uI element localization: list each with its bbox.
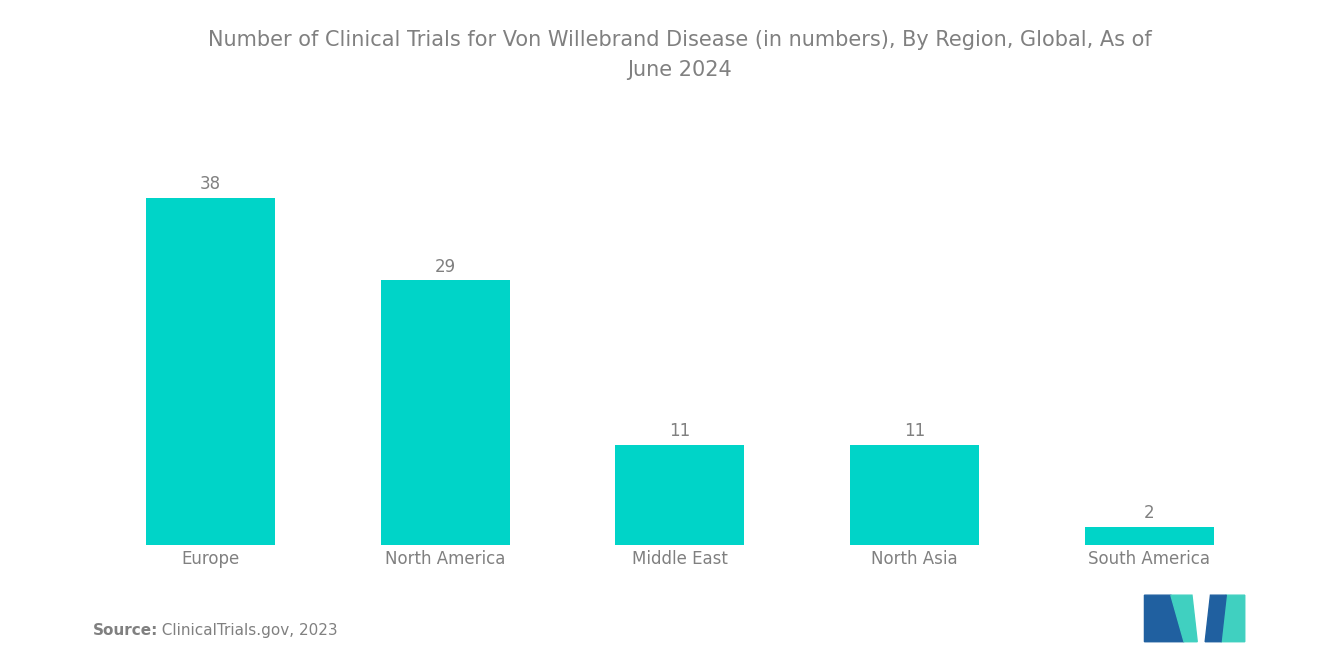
Text: ClinicalTrials.gov, 2023: ClinicalTrials.gov, 2023 [152, 623, 338, 638]
Polygon shape [1221, 595, 1245, 642]
Bar [615, 445, 744, 545]
Text: 29: 29 [434, 257, 455, 275]
Text: 11: 11 [669, 422, 690, 440]
Polygon shape [1171, 595, 1197, 642]
Polygon shape [1144, 595, 1184, 642]
Text: 2: 2 [1144, 505, 1155, 523]
Bar [380, 280, 510, 545]
Text: 11: 11 [904, 422, 925, 440]
Polygon shape [1205, 595, 1226, 642]
Bar [1085, 527, 1214, 545]
Bar [850, 445, 979, 545]
Title: Number of Clinical Trials for Von Willebrand Disease (in numbers), By Region, Gl: Number of Clinical Trials for Von Willeb… [209, 30, 1151, 80]
Text: 38: 38 [199, 176, 220, 194]
Bar [145, 198, 275, 545]
Text: Source:: Source: [92, 623, 158, 638]
